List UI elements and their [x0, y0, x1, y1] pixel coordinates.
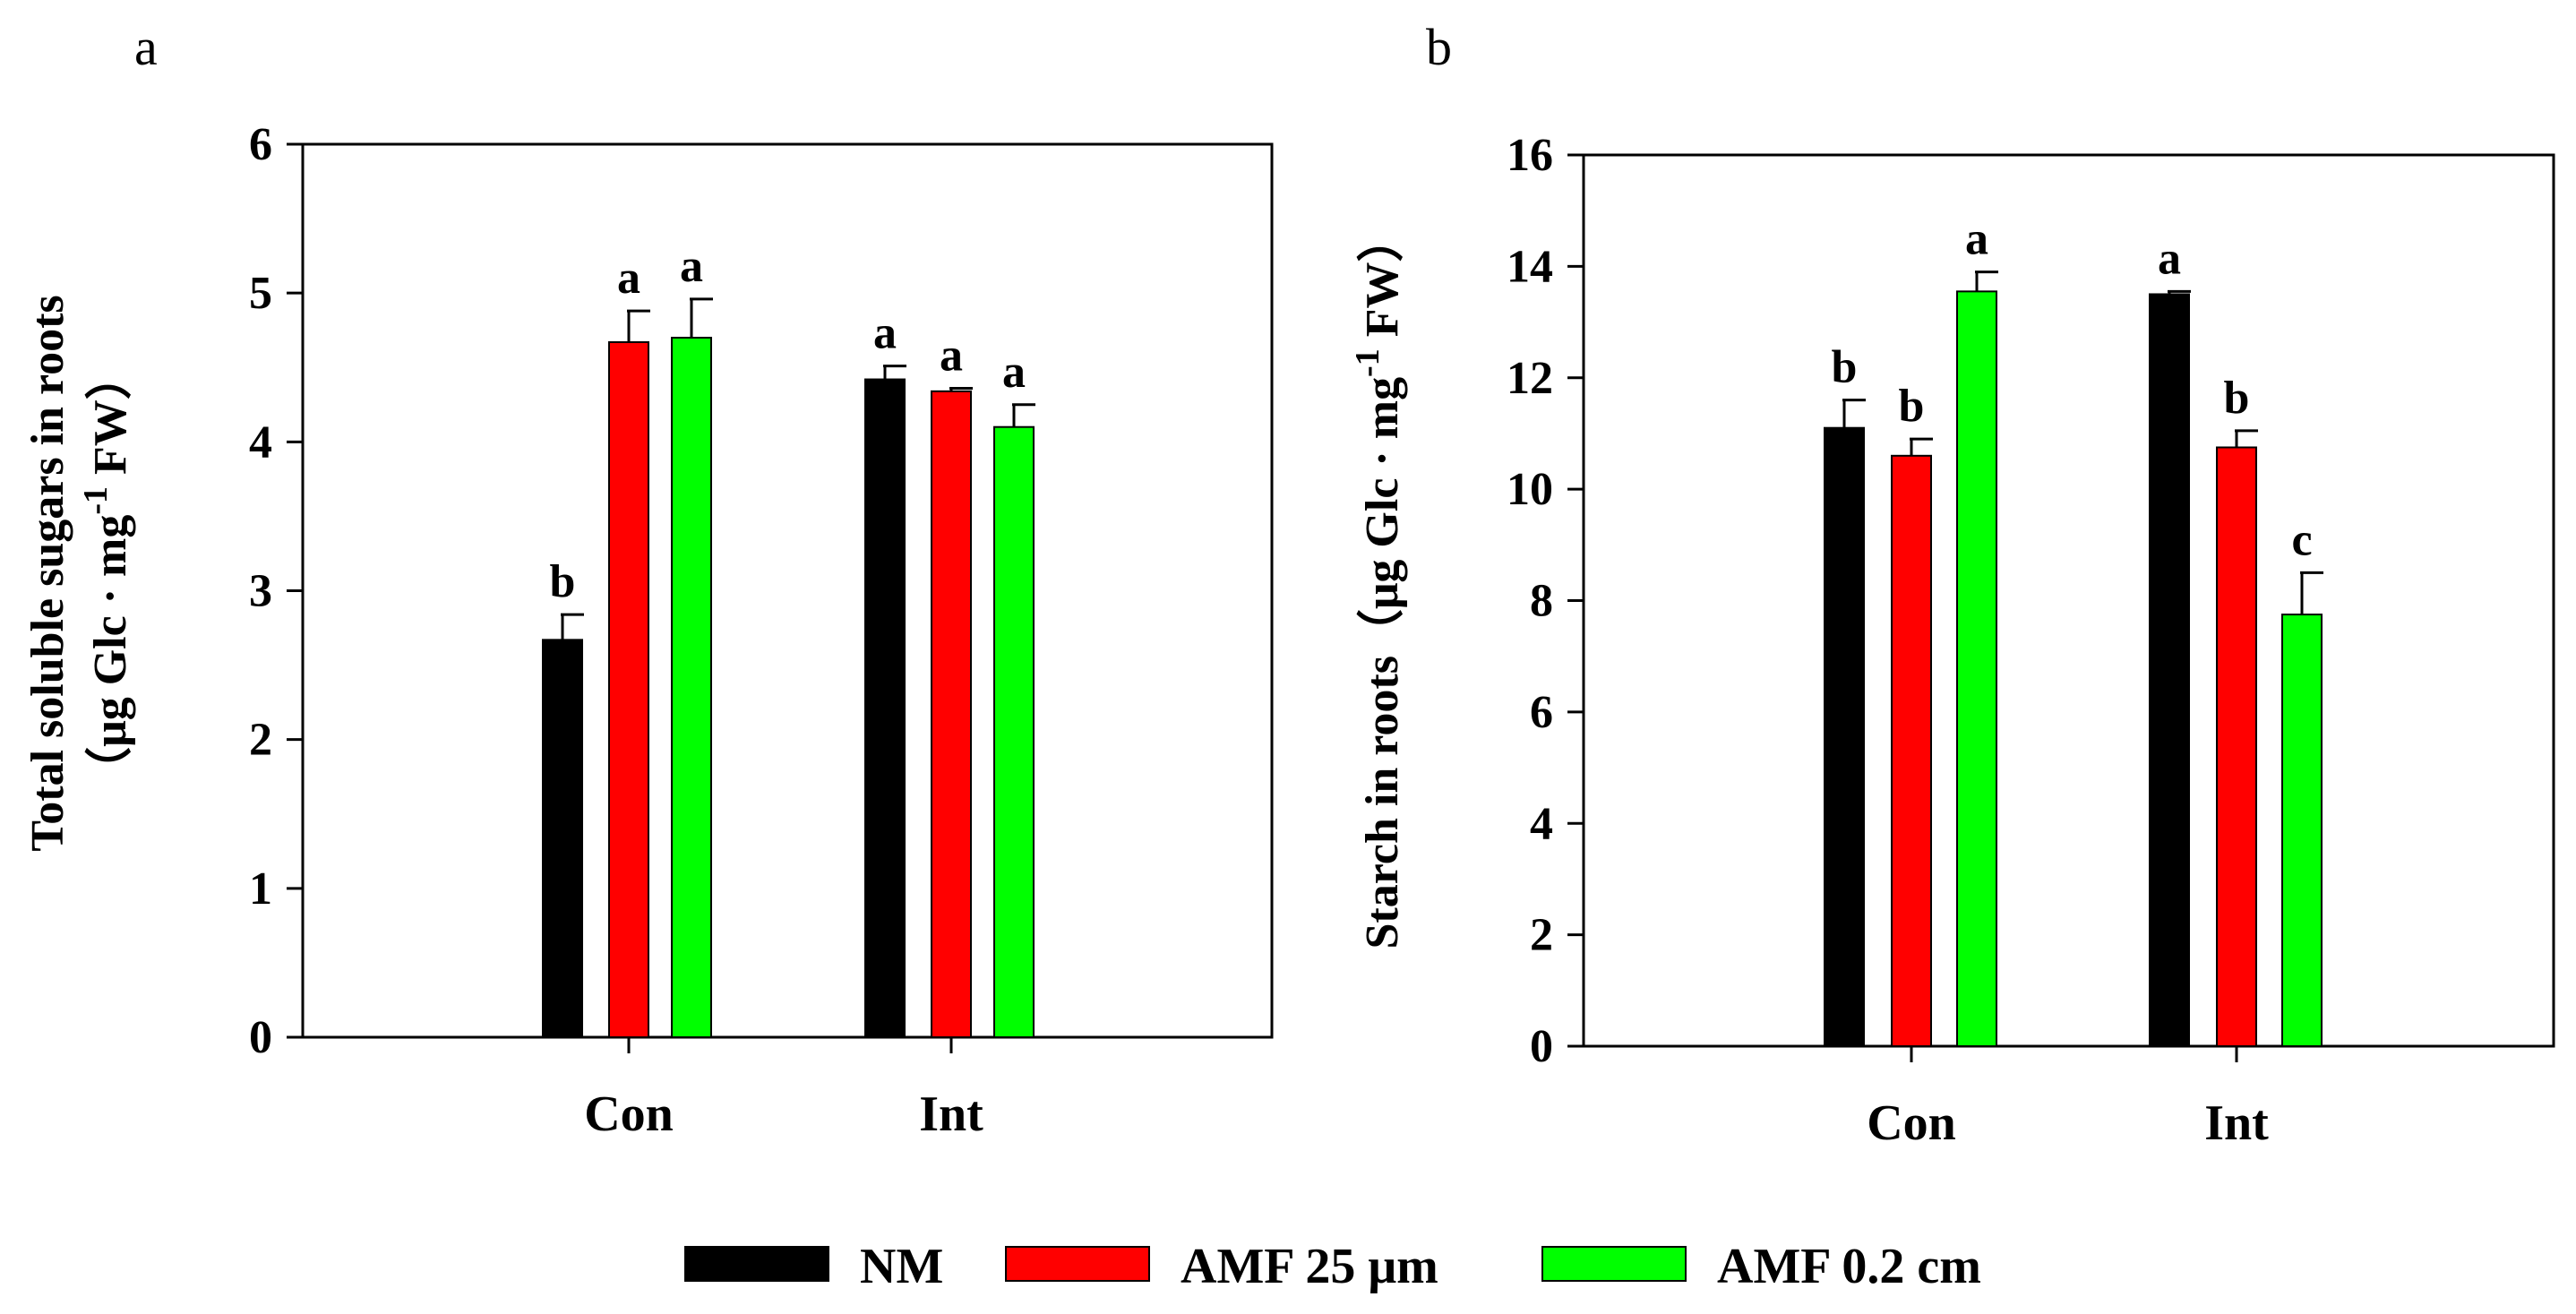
panel-a-ytick-label-2: 2: [249, 715, 272, 766]
panel-b-yticks: 0 2 4 6 8 10 12 14 16: [1507, 130, 1584, 1072]
panel-b-bar-amf-25-m-int: [2216, 446, 2257, 1047]
panel-b-letter: b: [1426, 18, 1452, 76]
legend-label-1: AMF 25 μm: [1181, 1239, 1438, 1294]
panel-b-sig-letter-1-0: b: [1899, 381, 1925, 432]
panel-b-bars: bab bac: [1824, 214, 2323, 1047]
legend-label-0: NM: [860, 1239, 943, 1294]
panel-b-ytick-label-7: 14: [1507, 241, 1553, 292]
panel-b-ytick-label-0: 0: [1530, 1021, 1553, 1072]
panel-b-category-label-1: Int: [2204, 1095, 2269, 1151]
panel-a-sig-letter-0-0: b: [550, 556, 576, 607]
panel-b-plot-frame: [1582, 153, 2555, 1048]
panel-a-bar-amf-0-2-cm-con: [671, 337, 712, 1038]
panel-a-letter: a: [134, 18, 158, 76]
panel-b-sig-letter-0-1: a: [2158, 233, 2181, 284]
panel-a-sig-letter-2-0: a: [680, 241, 703, 292]
panel-b-ytick-label-5: 10: [1507, 464, 1553, 515]
panel-a-sig-letter-1-0: a: [617, 253, 640, 304]
panel-b-ytick-label-6: 12: [1507, 353, 1553, 404]
panel-a-ytick-label-0: 0: [249, 1012, 272, 1063]
panel-a: a Total soluble sugars in roots （μg Glc …: [22, 18, 1274, 1142]
panel-b-sig-letter-0-0: b: [1832, 342, 1858, 393]
panel-a-plot-frame: [301, 142, 1274, 1039]
panel-b-xcats: Con Int: [1867, 1046, 2269, 1151]
panel-a-ytick-label-5: 5: [249, 268, 272, 319]
panel-a-ylabel: Total soluble sugars in roots （μg Glc · …: [22, 295, 136, 851]
panel-a-bar-nm-int: [864, 378, 906, 1038]
legend-swatch-2: [1541, 1246, 1687, 1282]
legend: NM AMF 25 μm AMF 0.2 cm: [684, 1239, 1981, 1294]
panel-b-bar-amf-0-2-cm-int: [2281, 614, 2323, 1047]
panel-b-sig-letter-2-1: c: [2291, 514, 2312, 565]
panel-b-ytick-label-2: 4: [1530, 798, 1553, 849]
panel-a-bar-nm-con: [542, 639, 583, 1039]
panel-b-ytick-label-3: 6: [1530, 687, 1553, 738]
panel-a-category-label-1: Int: [919, 1086, 983, 1142]
panel-a-sig-letter-1-1: a: [940, 331, 963, 382]
panel-a-sig-letter-2-1: a: [1002, 347, 1026, 398]
panel-a-yticks: 0 1 2 3 4 5 6: [249, 119, 303, 1063]
panel-b-bar-nm-con: [1824, 426, 1865, 1047]
legend-label-2: AMF 0.2 cm: [1717, 1239, 1981, 1294]
panel-b-ylabel-line1: Starch in roots（μg Glc · mg-1 FW）: [1349, 216, 1408, 949]
panel-b-ytick-label-8: 16: [1507, 130, 1553, 181]
panel-a-bar-amf-25-m-con: [608, 341, 649, 1039]
panel-b: b Starch in roots（μg Glc · mg-1 FW） 0 2 4 6…: [1349, 18, 2555, 1151]
panel-b-ytick-label-4: 8: [1530, 576, 1553, 627]
panel-a-sig-letter-0-1: a: [873, 308, 897, 359]
panel-b-bar-amf-0-2-cm-con: [1956, 290, 1997, 1047]
panel-b-sig-letter-2-0: a: [1965, 214, 1988, 265]
panel-a-ytick-label-3: 3: [249, 566, 272, 617]
panel-b-sig-letter-1-1: b: [2224, 373, 2250, 424]
panel-a-ytick-label-1: 1: [249, 863, 272, 915]
panel-a-ytick-label-4: 4: [249, 417, 272, 468]
legend-swatch-0: [684, 1246, 829, 1282]
panel-a-ylabel-line2: （μg Glc · mg-1 FW）: [77, 353, 136, 794]
panel-b-bar-amf-25-m-con: [1891, 454, 1932, 1047]
panel-b-bar-nm-int: [2149, 293, 2190, 1047]
legend-swatch-1: [1005, 1246, 1150, 1282]
panel-b-ylabel: Starch in roots（μg Glc · mg-1 FW）: [1349, 216, 1408, 949]
panel-a-category-label-0: Con: [584, 1086, 674, 1142]
panel-b-ytick-label-1: 2: [1530, 910, 1553, 961]
panel-a-bar-amf-0-2-cm-int: [993, 425, 1035, 1038]
panel-a-ytick-label-6: 6: [249, 119, 272, 170]
panel-b-category-label-0: Con: [1867, 1095, 1956, 1151]
panel-a-bar-amf-25-m-int: [931, 390, 972, 1038]
panel-a-ylabel-line1: Total soluble sugars in roots: [22, 295, 73, 851]
panel-a-xcats: Con Int: [584, 1037, 983, 1142]
